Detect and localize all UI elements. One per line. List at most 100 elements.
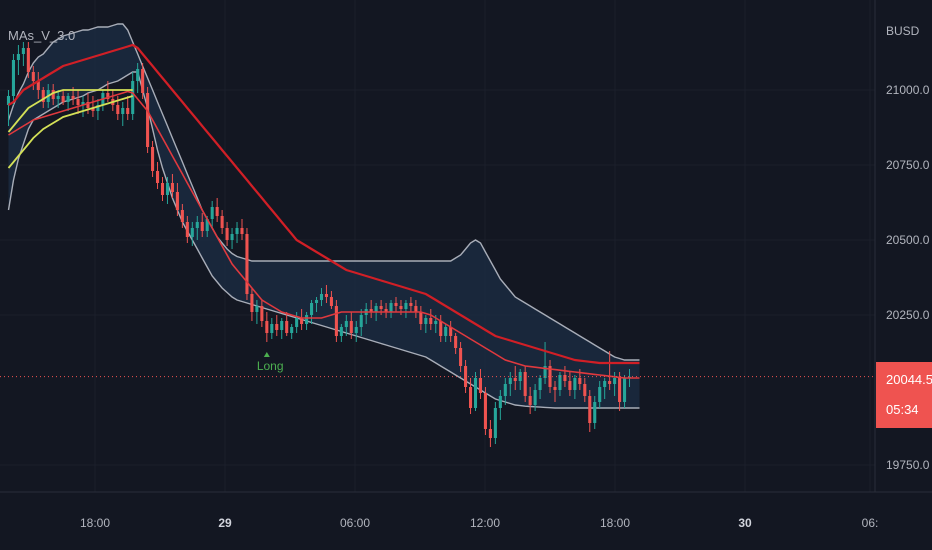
candle-body — [498, 396, 502, 408]
candle-body — [344, 321, 348, 327]
candle-body — [136, 69, 140, 81]
candle-body — [444, 327, 448, 336]
candle-body — [613, 378, 617, 384]
time-tick-label: 30 — [738, 516, 752, 530]
candle-body — [275, 324, 279, 330]
candle-body — [146, 93, 150, 147]
candle-body — [349, 321, 353, 333]
candle-body — [623, 378, 627, 402]
candle-body — [598, 387, 602, 402]
candle-body — [185, 222, 189, 237]
candle-body — [170, 183, 174, 192]
candlestick-series — [6, 42, 632, 447]
candle-body — [468, 387, 473, 408]
candle-body — [36, 81, 40, 90]
price-tick-label: 20500.0 — [886, 233, 930, 247]
candle-body — [359, 315, 363, 327]
candle-body — [305, 315, 309, 324]
candle-body — [464, 366, 468, 387]
candle-body — [409, 303, 413, 306]
candle-body — [195, 222, 199, 228]
candle-body — [449, 327, 453, 336]
candle-body — [379, 306, 383, 309]
candle-body — [608, 381, 612, 384]
candle-body — [126, 108, 130, 114]
candle-body — [11, 60, 15, 96]
candle-body — [86, 102, 90, 108]
time-tick-label: 06: — [862, 516, 879, 530]
bar-countdown: 05:34 — [886, 402, 919, 417]
candle-body — [245, 234, 249, 294]
candle-body — [424, 318, 428, 324]
candle-body — [369, 309, 373, 312]
candle-body — [429, 318, 433, 324]
candle-body — [533, 390, 537, 405]
price-tick-label: 19750.0 — [886, 458, 930, 472]
price-axis-ticks: 21000.0 20750.0 20500.0 20250.0 19750.0 — [886, 83, 930, 472]
time-axis-ticks: 18:00 29 06:00 12:00 18:00 30 06: — [80, 516, 878, 530]
candle-body — [235, 228, 239, 234]
moving-averages — [7, 43, 640, 379]
indicator-label[interactable]: MAs_V_3.0 — [8, 28, 75, 43]
candle-body — [384, 309, 388, 312]
candle-body — [324, 294, 328, 297]
candle-body — [240, 228, 244, 234]
candle-body — [538, 378, 542, 390]
candle-body — [210, 207, 214, 219]
candle-body — [503, 384, 507, 396]
ma-mid-line — [8, 90, 640, 379]
candle-body — [389, 303, 393, 312]
candle-body — [6, 96, 11, 105]
candle-body — [394, 303, 398, 306]
candle-body — [255, 306, 259, 312]
candle-body — [71, 96, 75, 99]
candle-body — [81, 102, 85, 105]
candle-body — [583, 384, 587, 396]
candle-body — [51, 90, 55, 99]
long-signal-label: Long — [257, 359, 284, 373]
candle-body — [568, 381, 572, 390]
candle-body — [151, 147, 155, 171]
candle-body — [523, 372, 527, 396]
candle-body — [280, 321, 284, 330]
candle-body — [300, 318, 304, 324]
candle-body — [334, 306, 338, 336]
candle-body — [553, 387, 557, 390]
candle-body — [414, 306, 418, 312]
candle-body — [175, 192, 179, 210]
long-signal-arrow — [263, 352, 270, 357]
candle-body — [91, 108, 95, 111]
candle-body — [459, 348, 463, 366]
candle-body — [399, 306, 403, 309]
lower-band — [7, 71, 640, 409]
ma-fast-line-2 — [7, 95, 133, 169]
time-tick-label: 29 — [218, 516, 232, 530]
candle-body — [548, 366, 552, 387]
candle-body — [508, 378, 512, 384]
candle-body — [180, 210, 184, 222]
candle-body — [61, 96, 65, 102]
candle-body — [190, 228, 194, 237]
candle-body — [310, 303, 314, 315]
candle-body — [16, 54, 20, 60]
candle-body — [488, 429, 492, 438]
candle-body — [329, 297, 333, 306]
candle-body — [56, 96, 60, 99]
candle-body — [339, 327, 343, 336]
band-fill — [8, 24, 640, 408]
candle-body — [603, 381, 607, 387]
candle-body — [230, 234, 234, 240]
candle-body — [419, 312, 423, 324]
candle-body — [593, 402, 597, 423]
candle-body — [434, 321, 438, 324]
candle-body — [200, 222, 204, 231]
candle-body — [131, 81, 135, 114]
time-tick-label: 18:00 — [600, 516, 630, 530]
candle-body — [31, 72, 35, 81]
candle-body — [543, 366, 547, 378]
candle-body — [528, 396, 532, 405]
candle-body — [404, 303, 408, 309]
candle-body — [558, 375, 562, 390]
candle-body — [21, 48, 25, 54]
